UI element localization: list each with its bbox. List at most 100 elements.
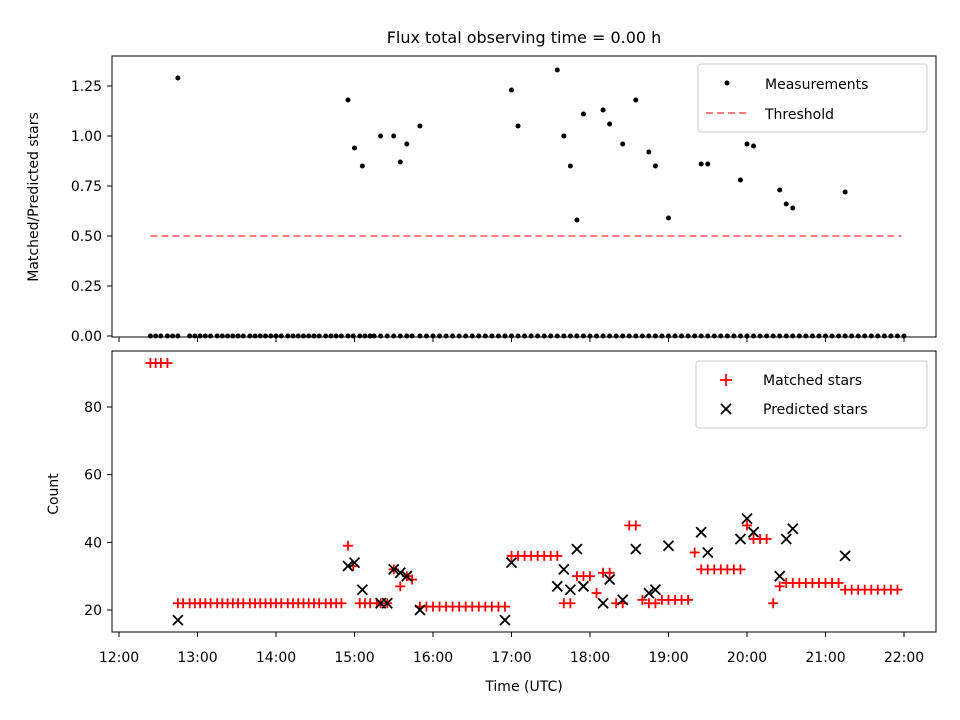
measurement-point [594, 333, 600, 339]
measurement-point [257, 333, 263, 339]
measurement-point [371, 333, 377, 339]
measurement-point [783, 201, 789, 207]
measurement-point [535, 333, 541, 339]
measurement-point [208, 333, 214, 339]
measurement-point [600, 333, 606, 339]
bottom-marks [145, 358, 903, 626]
measurement-point [711, 333, 717, 339]
measurement-point [367, 333, 373, 339]
measurement-point [620, 333, 626, 339]
measurement-point [770, 333, 776, 339]
matched-star-marker [689, 547, 700, 558]
measurement-point [219, 333, 225, 339]
measurement-point [175, 333, 181, 339]
measurement-point [777, 333, 783, 339]
measurement-point [345, 333, 351, 339]
matched-star-marker [637, 594, 648, 605]
bottom-y-tick-label: 80 [84, 400, 102, 416]
matched-star-marker [395, 581, 406, 592]
legend-marker-matched [720, 374, 732, 386]
measurement-point [362, 333, 368, 339]
measurement-point [554, 333, 560, 339]
measurement-point [214, 333, 220, 339]
measurement-point [311, 333, 317, 339]
measurement-point [816, 333, 822, 339]
measurement-point [463, 333, 469, 339]
measurement-point [170, 333, 176, 339]
measurement-point [417, 123, 423, 129]
matched-star-marker [630, 520, 641, 531]
predicted-star-marker [571, 543, 583, 555]
legend-marker-measurements [724, 80, 730, 86]
measurement-point [679, 333, 685, 339]
measurement-point [268, 333, 274, 339]
measurement-point [633, 333, 639, 339]
measurement-point [757, 333, 763, 339]
top-marks [147, 67, 907, 339]
matched-star-marker [735, 564, 746, 575]
x-tick-label: 18:00 [570, 650, 610, 666]
measurement-point [456, 333, 462, 339]
measurement-point [574, 333, 580, 339]
predicted-star-marker [558, 563, 570, 576]
measurement-point [666, 333, 671, 339]
measurement-point [175, 75, 181, 81]
measurement-point [862, 333, 868, 339]
matched-star-marker [604, 567, 615, 578]
measurement-point [764, 333, 770, 339]
measurement-point [751, 333, 757, 339]
predicted-star-marker [734, 533, 747, 545]
predicted-star-marker [630, 543, 642, 555]
predicted-star-marker [505, 556, 518, 569]
measurement-point [607, 121, 613, 127]
measurement-point [278, 333, 284, 339]
bottom-y-tick-label: 20 [84, 603, 102, 619]
measurement-point [384, 333, 390, 339]
measurement-point [417, 333, 423, 339]
matched-star-marker [552, 550, 563, 561]
legend-marker-predicted [720, 403, 732, 415]
measurement-point [409, 333, 415, 339]
bottom-legend-box [695, 360, 928, 429]
measurement-point [469, 333, 475, 339]
measurement-point [273, 333, 279, 339]
matched-star-marker [336, 598, 347, 609]
bottom-y-axis-label: Count [46, 473, 62, 515]
measurement-point [646, 333, 652, 339]
measurement-point [230, 333, 236, 339]
x-tick-label: 22:00 [884, 650, 924, 666]
matched-star-marker [774, 581, 785, 592]
predicted-star-marker [348, 556, 361, 569]
measurement-point [391, 133, 397, 139]
matched-star-marker [407, 574, 418, 585]
measurement-point [252, 333, 258, 339]
measurement-point [567, 163, 573, 169]
predicted-star-marker [780, 533, 792, 545]
top-y-tick-label: 0.50 [71, 229, 102, 245]
bottom-x-ticks: 12:00 13:00 14:00 15:00 16:00 17:00 18:00 19:00… [99, 632, 924, 666]
measurement-point [187, 333, 193, 339]
measurement-point [423, 333, 429, 339]
measurement-point [378, 133, 384, 139]
measurement-point [790, 333, 796, 339]
predicted-star-marker [564, 584, 577, 596]
measurement-point [567, 333, 573, 339]
bottom-axes-frame [111, 350, 937, 633]
predicted-star-marker [172, 614, 184, 626]
measurement-point [528, 333, 534, 339]
measurement-point [323, 333, 329, 339]
measurement-point [306, 333, 312, 339]
measurement-point [626, 333, 632, 339]
matched-star-marker [585, 571, 595, 582]
predicted-star-marker [381, 597, 393, 609]
predicted-star-marker [774, 570, 786, 582]
measurement-point [652, 163, 658, 169]
bottom-y-tick-label: 40 [84, 535, 102, 551]
top-y-tick-label: 0.00 [71, 329, 102, 345]
predicted-star-marker [342, 560, 354, 572]
predicted-star-marker [356, 584, 368, 596]
top-y-tick-label: 1.00 [71, 129, 102, 145]
measurement-point [692, 333, 698, 339]
